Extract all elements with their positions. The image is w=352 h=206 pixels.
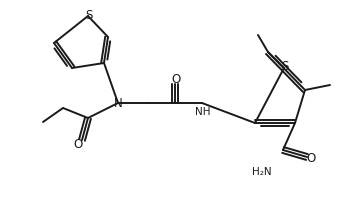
- Text: S: S: [281, 60, 289, 73]
- Text: S: S: [85, 8, 93, 21]
- Text: N: N: [114, 96, 122, 110]
- Text: O: O: [306, 151, 316, 165]
- Text: H₂N: H₂N: [252, 167, 272, 177]
- Text: O: O: [171, 73, 181, 85]
- Text: O: O: [73, 138, 83, 151]
- Text: NH: NH: [195, 107, 211, 117]
